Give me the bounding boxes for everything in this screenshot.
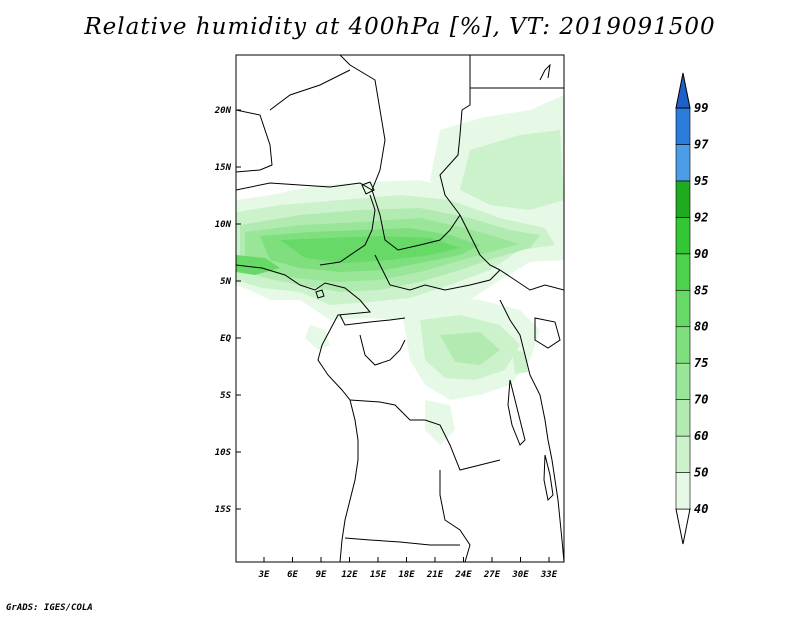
lake-victoria [534,317,561,349]
border-sudan-car [459,214,501,271]
colorbar-upper-tip [675,72,691,109]
colorbar-segment [675,326,691,364]
lon-tick-label: 18E [398,570,415,580]
lat-tick-label: 10S [215,448,232,458]
colorbar-level-label: 60 [694,429,708,443]
humidity-area-northeast-inner [460,130,564,210]
lon-tick-label: 21E [426,570,444,580]
colorbar-level-label: 92 [694,210,708,224]
lon-tick-label: 33E [540,570,558,580]
lat-tick-label: EQ [220,334,231,344]
lon-tick-label: 9E [316,570,327,580]
lon-tick-label: 3E [258,570,270,580]
colorbar-level-label: 85 [694,283,708,297]
colorbar-level-label: 80 [694,320,708,334]
humidity-area-congo-60 [440,332,500,365]
colorbar-segment [675,217,691,255]
colorbar-segment [675,107,691,145]
bioko-island [315,289,325,299]
humidity-area-coast [305,325,330,350]
colorbar-lower-tip [675,508,691,545]
humidity-area-lake [512,350,528,374]
colorbar-segment [675,362,691,400]
border-chad-west [371,189,461,251]
lon-tick-label: 15E [370,570,387,580]
border-south-sudan [499,269,564,291]
colorbar-level-label: 95 [694,174,708,188]
colorbar-segment [675,472,691,510]
colorbar-level-label: 75 [694,356,708,370]
lon-tick-label: 27E [483,570,501,580]
border-algeria-mali [236,109,273,173]
lon-tick-label: 12E [341,570,358,580]
colorbar-segment [675,144,691,182]
latitude-axis: 20N 15N 10N 5N EQ 5S 10S 15S [214,106,241,515]
west-africa-coastline [236,264,371,562]
border-congo-drc [359,334,406,366]
colorbar-level-label: 50 [694,466,708,480]
colorbar-level-label: 90 [694,247,708,261]
lake-tanganyika [507,379,526,446]
lat-tick-label: 15N [215,163,232,173]
humidity-area-band-80 [280,236,460,263]
colorbar-level-label: 99 [694,101,708,115]
map-title: Relative humidity at 400hPa [%], VT: 201… [84,14,716,40]
lat-tick-label: 20N [214,106,232,116]
border-cameroon-gabon [339,314,406,326]
border-nigeria-east [319,194,376,266]
humidity-area-south [425,400,455,445]
colorbar-segment [675,435,691,473]
colorbar-level-label: 40 [694,502,708,516]
coastlines-borders [236,55,564,562]
border-angola-zambia [439,470,471,562]
border-drc-angola [349,399,501,471]
border-libya-chad [339,55,386,191]
colorbar-level-label: 97 [694,137,709,151]
border-car-south [374,254,501,291]
lon-tick-label: 30E [511,570,529,580]
colorbar-segment [675,289,691,328]
border-niger-south [236,182,373,191]
border-algeria-niger [269,69,351,111]
lat-tick-label: 10N [215,220,232,230]
map-frame [235,54,565,563]
humidity-shading [236,95,564,445]
lat-tick-label: 15S [215,505,232,515]
border-chad-east [439,55,471,216]
border-namibia [344,537,460,546]
colorbar-segment [675,399,691,437]
nile-sinai [539,63,551,81]
lat-tick-label: 5S [220,391,231,401]
lat-tick-label: 5N [220,277,231,287]
colorbar: 40 50 60 70 75 80 85 90 92 95 97 99 [675,72,709,545]
lake-malawi [543,454,554,502]
colorbar-segment [675,180,691,218]
lake-chad [361,181,375,195]
colorbar-level-label: 70 [694,393,708,407]
colorbar-segment [675,253,691,291]
lon-tick-label: 24E [454,570,472,580]
border-east-africa [499,299,564,562]
longitude-axis: 3E 6E 9E 12E 15E 18E 21E 24E 27E 30E 33E [258,557,558,580]
lon-tick-label: 6E [287,570,298,580]
grads-credit: GrADS: IGES/COLA [6,603,93,613]
